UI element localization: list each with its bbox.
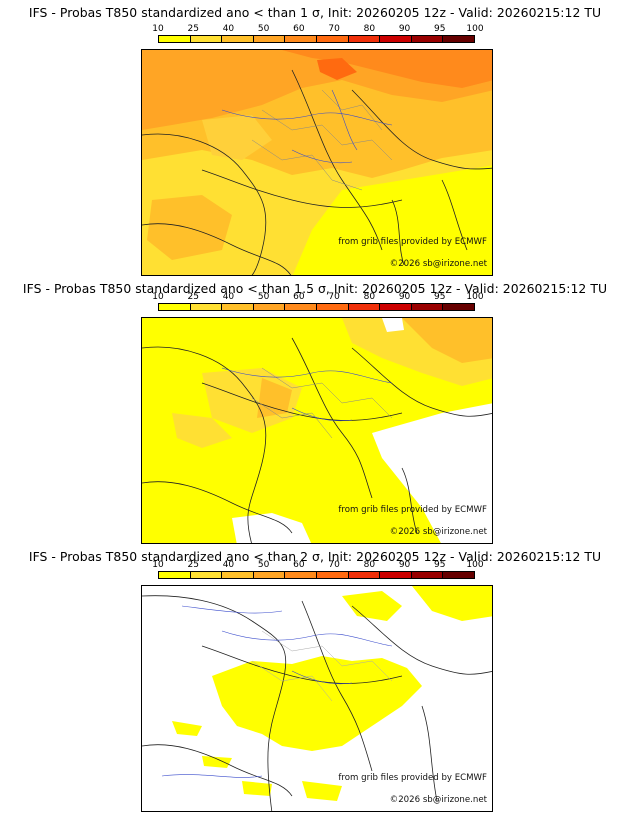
- colorbar-swatch: [222, 572, 254, 578]
- panel-title: IFS - Probas T850 standardized ano < tha…: [28, 549, 602, 564]
- colorbar-swatch: [190, 304, 223, 310]
- colorbar-tick-label: 60: [293, 560, 305, 570]
- colorbar-tick-label: 40: [222, 560, 235, 570]
- colorbar-swatch: [380, 572, 412, 578]
- colorbar-tick-label: 100: [466, 560, 484, 570]
- colorbar-swatch: [348, 304, 381, 310]
- colorbar-swatch: [316, 36, 349, 42]
- colorbar-tick-label: 10: [152, 292, 164, 302]
- colorbar-tick-label: 70: [328, 24, 340, 34]
- colorbar-swatch: [285, 36, 317, 42]
- colorbar-tick-label: 50: [257, 24, 270, 34]
- colorbar-tick-label: 50: [257, 560, 270, 570]
- colorbar-tick-label: 25: [187, 24, 199, 34]
- colorbar-tick-label: 95: [434, 24, 446, 34]
- colorbar-tick-label: 100: [466, 292, 484, 302]
- colorbar-swatch: [285, 572, 317, 578]
- colorbar-tick-label: 80: [363, 292, 376, 302]
- colorbar-swatch: [380, 36, 412, 42]
- colorbar-tick-label: 25: [187, 292, 199, 302]
- colorbar-swatch: [253, 572, 286, 578]
- colorbar-swatch: [190, 36, 223, 42]
- colorbar-tick-label: 95: [434, 292, 446, 302]
- colorbar: [158, 571, 475, 579]
- colorbar-tick-label: 70: [328, 292, 340, 302]
- colorbar-ticks: 10 25 40 50 60 70 80 90 95 100: [152, 560, 483, 571]
- credit-grib: from grib files provided by ECMWF: [338, 237, 487, 247]
- panel-title: IFS - Probas T850 standardized ano < tha…: [28, 5, 602, 20]
- colorbar-ticks: 10 25 40 50 60 70 80 90 95 100: [152, 292, 483, 303]
- probability-map: from grib files provided by ECMWF ©2026 …: [141, 317, 493, 544]
- colorbar-tick-label: 90: [398, 560, 411, 570]
- colorbar-ticks: 10 25 40 50 60 70 80 90 95 100: [152, 24, 483, 35]
- colorbar-swatch: [316, 304, 349, 310]
- colorbar-swatch: [348, 572, 381, 578]
- colorbar-swatch: [190, 572, 223, 578]
- colorbar-swatch: [159, 572, 191, 578]
- colorbar-tick-label: 90: [398, 292, 411, 302]
- colorbar-swatch: [159, 304, 191, 310]
- colorbar-tick-label: 80: [363, 560, 376, 570]
- colorbar-tick-label: 10: [152, 560, 164, 570]
- colorbar: [158, 303, 475, 311]
- colorbar: [158, 35, 475, 43]
- credit-grib: from grib files provided by ECMWF: [338, 505, 487, 515]
- colorbar-swatch: [285, 304, 317, 310]
- credit-copyright: ©2026 sb@irizone.net: [389, 259, 487, 269]
- probability-map: from grib files provided by ECMWF ©2026 …: [141, 585, 493, 812]
- credit-copyright: ©2026 sb@irizone.net: [389, 795, 487, 805]
- colorbar-swatch: [443, 572, 474, 578]
- colorbar-swatch: [222, 304, 254, 310]
- colorbar-swatch: [380, 304, 412, 310]
- colorbar-tick-label: 80: [363, 24, 376, 34]
- colorbar-swatch: [411, 572, 444, 578]
- colorbar-tick-label: 70: [328, 560, 340, 570]
- colorbar-swatch: [443, 36, 474, 42]
- map-canvas: [142, 586, 492, 811]
- colorbar-tick-label: 40: [222, 24, 235, 34]
- colorbar-swatch: [411, 36, 444, 42]
- colorbar-tick-label: 60: [293, 24, 305, 34]
- colorbar-tick-label: 50: [257, 292, 270, 302]
- colorbar-tick-label: 10: [152, 24, 164, 34]
- map-canvas: [142, 50, 492, 275]
- colorbar-swatch: [316, 572, 349, 578]
- colorbar-swatch: [159, 36, 191, 42]
- colorbar-swatch: [253, 36, 286, 42]
- panel-title: IFS - Probas T850 standardized ano < tha…: [22, 281, 608, 296]
- colorbar-swatch: [222, 36, 254, 42]
- colorbar-tick-label: 90: [398, 24, 411, 34]
- credit-copyright: ©2026 sb@irizone.net: [389, 527, 487, 537]
- colorbar-swatch: [411, 304, 444, 310]
- colorbar-tick-label: 95: [434, 560, 446, 570]
- probability-map: from grib files provided by ECMWF ©2026 …: [141, 49, 493, 276]
- credit-grib: from grib files provided by ECMWF: [338, 773, 487, 783]
- colorbar-swatch: [348, 36, 381, 42]
- colorbar-tick-label: 60: [293, 292, 305, 302]
- colorbar-swatch: [443, 304, 474, 310]
- map-canvas: [142, 318, 492, 543]
- colorbar-tick-label: 100: [466, 24, 484, 34]
- colorbar-swatch: [253, 304, 286, 310]
- colorbar-tick-label: 40: [222, 292, 235, 302]
- colorbar-tick-label: 25: [187, 560, 199, 570]
